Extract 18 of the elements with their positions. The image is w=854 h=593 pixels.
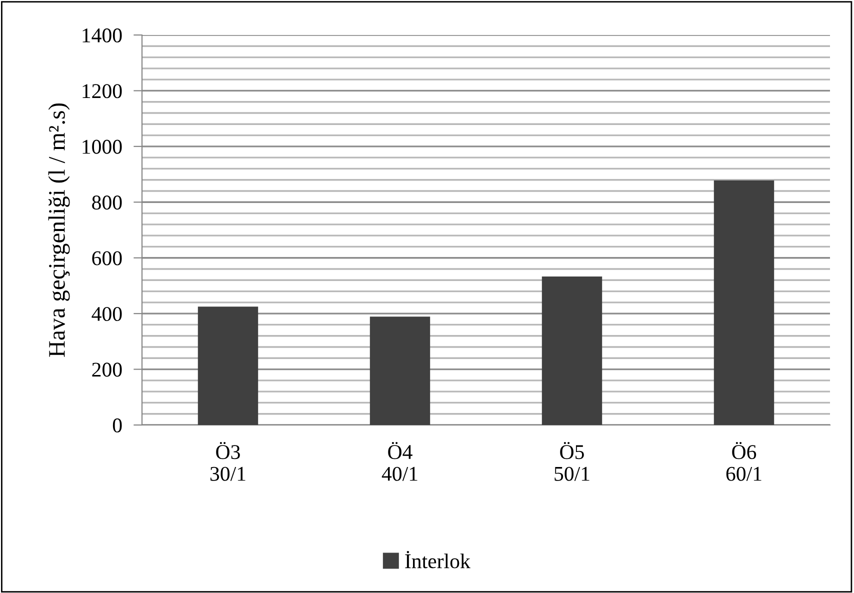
y-tick-label: 800 (92, 196, 122, 210)
y-tick-label: 600 (92, 251, 122, 266)
y-tick-label: 400 (92, 306, 122, 322)
x-tick-label: Ö5 50/1 (554, 442, 590, 481)
y-tick-label: 0 (112, 418, 122, 432)
y-tick-label: 1200 (82, 84, 122, 98)
y-tick-label: 1400 (82, 28, 122, 42)
legend-label: İnterlok (405, 550, 470, 568)
bar (370, 316, 430, 425)
y-tick-label: 1000 (82, 140, 122, 154)
y-tick-label: 200 (92, 362, 122, 377)
bar (714, 180, 774, 425)
bar (198, 306, 258, 425)
x-tick-label: Ö6 60/1 (726, 442, 762, 481)
y-axis-title: Hava geçirgenliği (l / m².s) (48, 103, 70, 357)
x-tick-label: Ö4 40/1 (382, 442, 418, 481)
x-tick-label: Ö3 30/1 (210, 442, 246, 481)
bar (542, 276, 602, 425)
